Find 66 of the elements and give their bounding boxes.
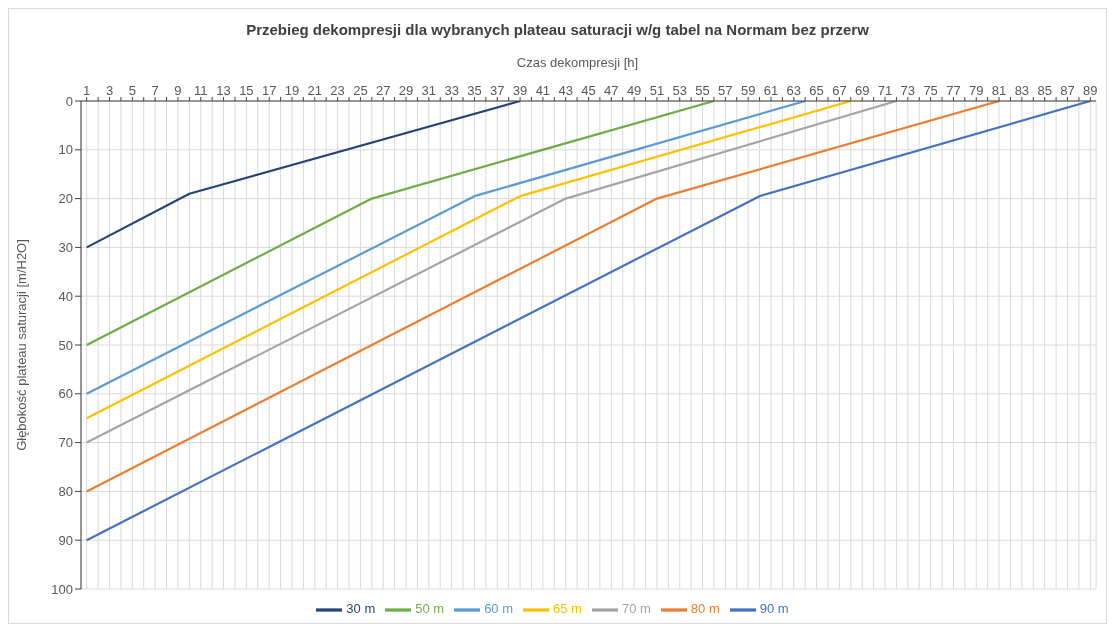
x-tick-label: 37 [490, 83, 505, 98]
x-tick-label: 53 [672, 83, 687, 98]
x-tick-label: 69 [854, 83, 870, 98]
x-tick-label: 31 [421, 83, 437, 98]
x-tick-label: 15 [239, 83, 254, 98]
legend-label: 30 m [346, 601, 376, 617]
legend-label: 80 m [690, 601, 720, 617]
x-tick-label: 79 [969, 83, 984, 98]
y-tick-label: 60 [58, 386, 73, 402]
x-tick-label: 5 [128, 83, 136, 98]
x-tick-label: 65 [809, 83, 824, 98]
x-tick-label: 25 [353, 83, 368, 98]
x-tick-label: 3 [105, 83, 114, 98]
x-tick-label: 89 [1083, 83, 1098, 98]
x-tick-label: 61 [763, 83, 779, 98]
x-tick-label: 87 [1060, 83, 1075, 98]
y-tick-label: 50 [58, 337, 73, 353]
chart-title: Przebieg dekompresji dla wybranych plateau saturacji w/g tabel na Normam bez przerw [245, 21, 870, 40]
x-tick-label: 33 [444, 83, 459, 98]
x-tick-label: 19 [284, 83, 300, 98]
x-tick-label: 23 [330, 83, 345, 98]
x-tick-label: 47 [604, 83, 619, 98]
x-tick-label: 71 [877, 83, 893, 98]
legend-label: 70 m [621, 601, 651, 617]
y-tick-label: 30 [58, 240, 73, 256]
x-tick-label: 11 [194, 83, 208, 98]
legend-label: 60 m [484, 601, 514, 617]
x-tick-label: 63 [786, 83, 802, 98]
x-tick-label: 41 [535, 83, 551, 98]
x-tick-label: 77 [946, 83, 961, 98]
x-tick-label: 75 [923, 83, 938, 98]
x-tick-label: 17 [261, 83, 277, 98]
x-tick-label: 81 [991, 83, 1007, 98]
x-tick-label: 59 [740, 83, 756, 98]
legend-label: 65 m [553, 601, 582, 617]
x-tick-label: 13 [216, 83, 231, 98]
x-tick-label: 67 [832, 83, 847, 98]
x-tick-label: 73 [900, 83, 916, 98]
x-axis-title: Czas dekompresji [h] [515, 55, 640, 71]
x-tick-label: 7 [151, 83, 159, 98]
x-tick-label: 55 [695, 83, 710, 98]
x-tick-label: 49 [626, 83, 642, 98]
y-tick-label: 70 [58, 435, 73, 451]
y-tick-label: 100 [51, 581, 73, 597]
x-tick-label: 9 [174, 83, 182, 98]
y-tick-label: 90 [58, 532, 73, 548]
y-tick-label: 20 [58, 191, 73, 207]
x-tick-label: 51 [649, 83, 665, 98]
x-tick-label: 83 [1014, 83, 1030, 98]
x-tick-label: 43 [558, 83, 573, 98]
x-tick-label: 45 [581, 83, 596, 98]
y-tick-label: 10 [58, 142, 73, 158]
y-axis-title: Głębokość plateau saturacji [m/H2O] [13, 239, 29, 451]
x-tick-label: 39 [512, 83, 528, 98]
legend-label: 50 m [415, 601, 445, 617]
x-tick-label: 1 [83, 83, 91, 98]
y-tick-label: 0 [65, 93, 73, 109]
x-tick-label: 85 [1037, 83, 1052, 98]
x-tick-label: 35 [467, 83, 482, 98]
legend-label: 90 m [759, 601, 789, 617]
y-tick-label: 80 [58, 484, 73, 500]
x-tick-label: 27 [375, 83, 391, 98]
x-tick-label: 29 [398, 83, 414, 98]
x-tick-label: 21 [307, 83, 323, 98]
y-tick-label: 40 [58, 288, 73, 304]
x-tick-label: 57 [718, 83, 733, 98]
